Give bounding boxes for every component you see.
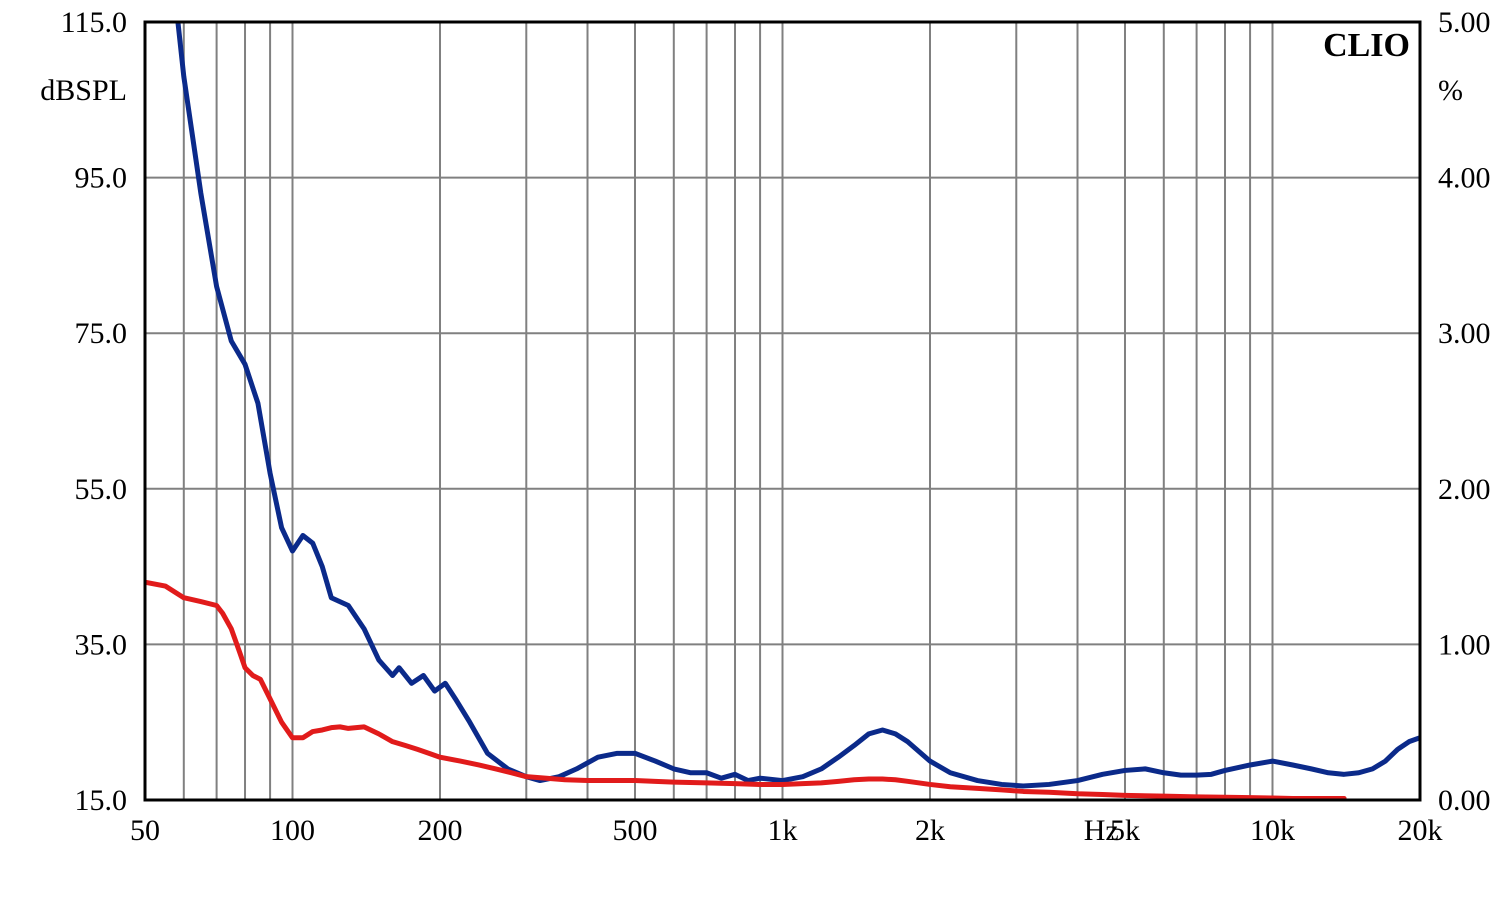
y-left-tick-label: 75.0	[75, 317, 128, 350]
x-tick-label: 20k	[1398, 814, 1443, 847]
y-right-tick-label: 1.00	[1438, 628, 1491, 661]
frequency-response-chart: 501002005001k2k5k10k20kHz15.035.055.075.…	[0, 0, 1500, 899]
y-right-tick-label: 4.00	[1438, 162, 1491, 195]
x-tick-label: 50	[130, 814, 160, 847]
y-left-tick-label: 15.0	[75, 784, 128, 817]
x-unit-label: Hz	[1084, 814, 1119, 847]
x-tick-label: 100	[270, 814, 315, 847]
x-tick-label: 2k	[915, 814, 945, 847]
y-right-tick-label: 2.00	[1438, 473, 1491, 506]
y-left-tick-label: 95.0	[75, 162, 128, 195]
y-left-label: dBSPL	[40, 74, 127, 107]
x-tick-label: 500	[612, 814, 657, 847]
y-left-tick-label: 35.0	[75, 628, 128, 661]
y-right-tick-label: 5.00	[1438, 6, 1491, 39]
watermark: CLIO	[1323, 27, 1410, 64]
x-tick-label: 10k	[1250, 814, 1295, 847]
y-left-tick-label: 115.0	[61, 6, 127, 39]
x-tick-label: 200	[418, 814, 463, 847]
y-right-tick-label: 0.00	[1438, 784, 1491, 817]
y-left-tick-label: 55.0	[75, 473, 128, 506]
y-right-label: %	[1438, 74, 1463, 107]
x-tick-label: 1k	[768, 814, 798, 847]
y-right-tick-label: 3.00	[1438, 317, 1491, 350]
